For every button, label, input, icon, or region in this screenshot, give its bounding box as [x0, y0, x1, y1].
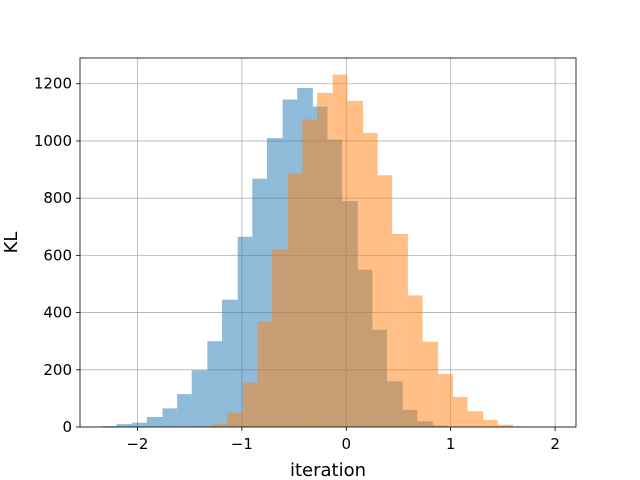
histogram-bar-series-2	[392, 233, 408, 427]
histogram-bar-series-1	[191, 370, 208, 427]
histogram-bars	[101, 74, 543, 428]
histogram-bar-series-1	[162, 408, 178, 427]
histogram-bar-series-2	[407, 295, 423, 427]
y-tick-label: 600	[43, 246, 72, 264]
histogram-bar-series-2	[287, 173, 303, 427]
histogram-bar-series-1	[177, 394, 192, 427]
plot-area-frame	[79, 57, 577, 428]
y-tick-label: 0	[62, 418, 72, 436]
histogram-bar-series-2	[302, 119, 318, 427]
histogram-bar-series-2	[212, 424, 228, 427]
histogram-bar-series-2	[497, 424, 514, 427]
histogram-bar-series-1	[146, 416, 163, 427]
histogram-bar-series-2	[483, 419, 498, 427]
x-axis-label: iteration	[290, 460, 366, 480]
y-tick-label: 1000	[34, 132, 72, 150]
histogram-bar-series-1	[207, 341, 223, 427]
histogram-bar-series-2	[272, 249, 288, 427]
x-tick-label: 2	[550, 435, 560, 453]
y-tick-label: 400	[43, 304, 72, 322]
histogram-bar-series-2	[422, 341, 439, 427]
histogram-bar-series-2	[332, 74, 348, 427]
histogram-bar-series-2	[242, 382, 258, 427]
y-axis-label: KL	[1, 232, 22, 254]
histogram-bar-series-2	[438, 374, 453, 427]
histogram-bar-series-2	[377, 175, 393, 427]
histogram-bar-series-1	[101, 426, 117, 427]
x-tick-label: 0	[342, 435, 352, 453]
histogram-bar-series-2	[362, 132, 378, 427]
histogram-bar-series-2	[227, 412, 243, 427]
y-tick-label: 1200	[34, 75, 72, 93]
histogram-bar-series-1	[116, 424, 133, 427]
y-tick-label: 800	[43, 189, 72, 207]
histogram-bar-series-1	[237, 236, 253, 427]
histogram-bar-series-1	[132, 422, 147, 427]
x-tick-label: −1	[231, 435, 253, 453]
histogram-bar-series-1	[222, 299, 238, 427]
histogram-bar-series-2	[452, 396, 468, 427]
histogram-bar-series-2	[317, 92, 333, 427]
x-tick-label: −2	[126, 435, 148, 453]
y-tick-label: 200	[43, 361, 72, 379]
histogram-bar-series-2	[257, 321, 273, 427]
axis-ticks: −2 −1 0 1 2 0 200 400 600 800 1000 1200	[34, 75, 560, 453]
histogram-bar-series-2	[347, 100, 363, 427]
x-tick-label: 1	[446, 435, 456, 453]
histogram-bar-series-2	[467, 411, 484, 427]
